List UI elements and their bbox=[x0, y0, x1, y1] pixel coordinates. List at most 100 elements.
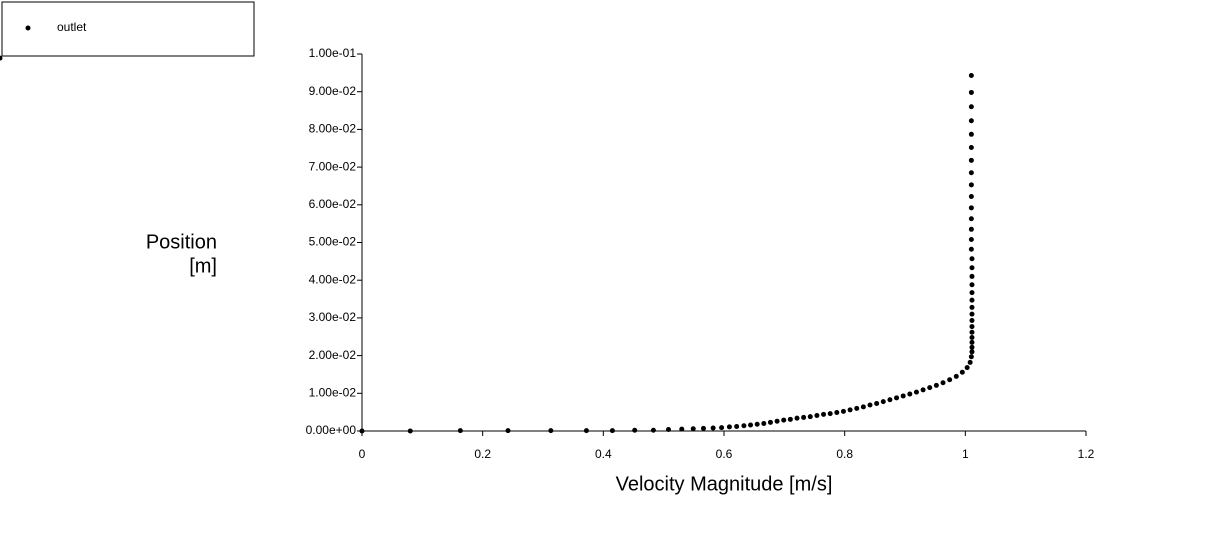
data-point bbox=[969, 318, 975, 324]
x-tick-label: 1 bbox=[962, 447, 969, 461]
data-point bbox=[968, 131, 974, 137]
data-point bbox=[781, 417, 787, 423]
data-point bbox=[969, 304, 975, 310]
data-point bbox=[867, 402, 873, 408]
data-point bbox=[827, 411, 833, 417]
data-point bbox=[959, 369, 965, 375]
data-point bbox=[969, 339, 975, 345]
data-point bbox=[407, 428, 413, 434]
data-point bbox=[726, 424, 732, 430]
y-tick-label: 5.00e-02 bbox=[309, 235, 357, 249]
data-point bbox=[964, 365, 970, 371]
data-point bbox=[969, 282, 975, 288]
legend-label: outlet bbox=[57, 20, 87, 34]
data-point bbox=[969, 335, 975, 341]
data-point bbox=[969, 273, 975, 279]
data-point bbox=[969, 349, 975, 355]
data-point bbox=[968, 216, 974, 222]
data-point bbox=[734, 423, 740, 429]
data-point bbox=[920, 387, 926, 393]
data-point bbox=[814, 413, 820, 419]
data-point bbox=[969, 344, 975, 350]
data-point bbox=[650, 427, 656, 433]
data-point bbox=[748, 422, 754, 428]
data-point bbox=[969, 297, 975, 303]
data-point bbox=[969, 290, 975, 296]
data-point bbox=[767, 419, 773, 425]
data-point bbox=[874, 400, 880, 406]
x-tick-label: 0.8 bbox=[836, 447, 853, 461]
data-point bbox=[860, 404, 866, 410]
data-point bbox=[359, 428, 365, 434]
data-point bbox=[807, 414, 813, 420]
data-point bbox=[840, 408, 846, 414]
x-axis-label: Velocity Magnitude [m/s] bbox=[616, 473, 833, 495]
data-point bbox=[969, 311, 975, 317]
data-point bbox=[968, 236, 974, 242]
data-point bbox=[968, 72, 974, 78]
data-point bbox=[968, 89, 974, 95]
data-point bbox=[969, 256, 975, 262]
x-tick-label: 0.6 bbox=[716, 447, 733, 461]
data-point bbox=[632, 427, 638, 433]
y-tick-label: 1.00e-02 bbox=[309, 385, 357, 399]
x-tick-label: 0.2 bbox=[474, 447, 491, 461]
data-point bbox=[968, 354, 974, 360]
data-point bbox=[505, 428, 511, 434]
data-point bbox=[968, 246, 974, 252]
data-point bbox=[847, 407, 853, 413]
data-point bbox=[968, 226, 974, 232]
data-point bbox=[968, 170, 974, 176]
data-point bbox=[821, 411, 827, 417]
data-point bbox=[774, 418, 780, 424]
data-point bbox=[834, 410, 840, 416]
data-point bbox=[700, 425, 706, 431]
data-point bbox=[719, 425, 725, 431]
data-point bbox=[794, 415, 800, 421]
legend-marker bbox=[25, 25, 31, 31]
data-point bbox=[854, 405, 860, 411]
data-point bbox=[969, 265, 975, 271]
data-point bbox=[968, 182, 974, 188]
data-point bbox=[761, 420, 767, 426]
data-point bbox=[787, 416, 793, 422]
data-point bbox=[969, 329, 975, 335]
data-point bbox=[968, 157, 974, 163]
y-tick-label: 8.00e-02 bbox=[309, 122, 357, 136]
x-tick-label: 0 bbox=[359, 447, 366, 461]
y-axis-label: [m] bbox=[189, 255, 217, 277]
y-tick-label: 9.00e-02 bbox=[309, 84, 357, 98]
data-point bbox=[969, 324, 975, 330]
data-point bbox=[0, 55, 3, 61]
y-tick-label: 1.00e-01 bbox=[309, 46, 357, 60]
legend-box bbox=[1, 1, 255, 57]
x-tick-label: 0.4 bbox=[595, 447, 612, 461]
y-tick-label: 0.00e+00 bbox=[306, 423, 357, 437]
data-point bbox=[609, 428, 615, 434]
data-point bbox=[754, 421, 760, 427]
data-point bbox=[880, 399, 886, 405]
data-point bbox=[968, 104, 974, 110]
data-point bbox=[933, 382, 939, 388]
data-point bbox=[927, 385, 933, 391]
y-tick-label: 6.00e-02 bbox=[309, 197, 357, 211]
x-tick-label: 1.2 bbox=[1078, 447, 1095, 461]
data-point bbox=[665, 426, 671, 432]
data-point bbox=[583, 428, 589, 434]
data-point bbox=[894, 395, 900, 401]
y-axis-label: Position bbox=[146, 231, 217, 253]
y-tick-label: 3.00e-02 bbox=[309, 310, 357, 324]
data-point bbox=[548, 428, 554, 434]
data-point bbox=[913, 389, 919, 395]
data-point bbox=[679, 426, 685, 432]
data-point bbox=[741, 423, 747, 429]
data-point bbox=[947, 377, 953, 383]
data-point bbox=[968, 205, 974, 211]
data-point bbox=[887, 397, 893, 403]
data-point bbox=[457, 428, 463, 434]
data-point bbox=[907, 391, 913, 397]
data-point bbox=[710, 425, 716, 431]
data-point bbox=[967, 359, 973, 365]
